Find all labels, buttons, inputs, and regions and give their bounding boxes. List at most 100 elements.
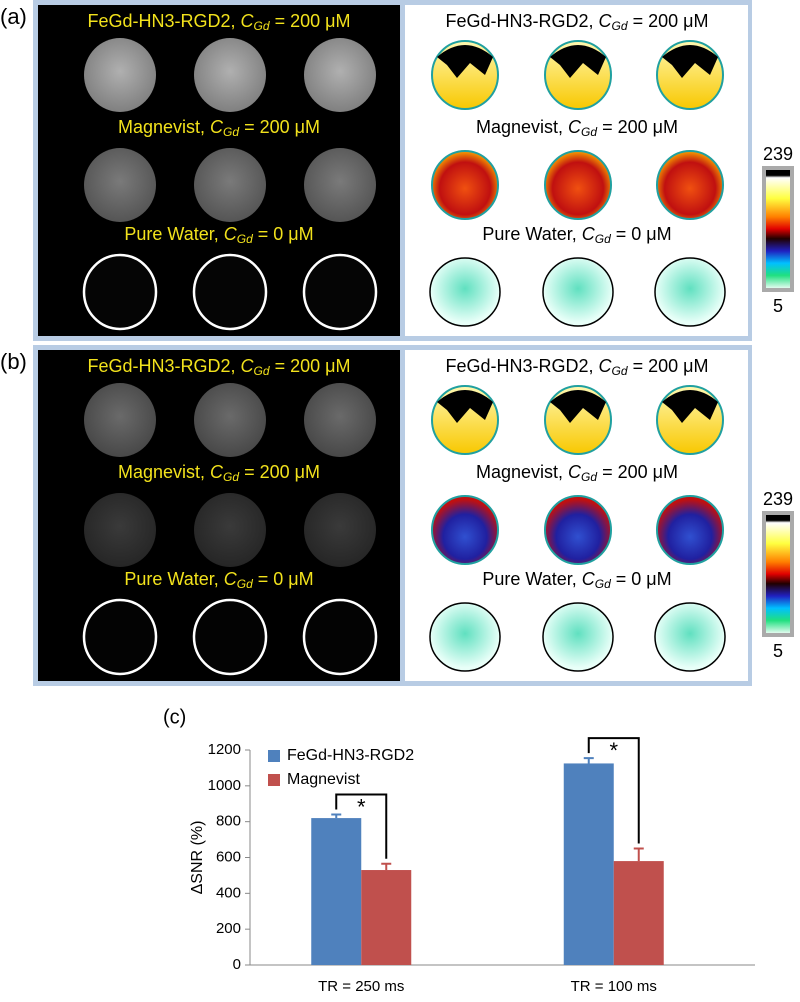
label-prefix: Pure Water,	[124, 224, 223, 244]
symbol: C	[582, 569, 596, 589]
left-sample	[194, 38, 266, 112]
colorbar-min: 5	[773, 641, 783, 661]
row-label: Pure Water, CGd = 0 μM	[482, 224, 671, 246]
dark-region	[437, 45, 493, 78]
left-sample	[194, 148, 266, 222]
label-prefix: Magnevist,	[118, 462, 210, 482]
y-tick-label: 800	[216, 813, 241, 830]
left-sample	[192, 253, 268, 331]
label-prefix: Pure Water,	[482, 569, 581, 589]
dark-region	[662, 45, 718, 78]
row-label: Magnevist, CGd = 200 μM	[476, 462, 678, 484]
panel-label: (c)	[163, 706, 186, 728]
significance-mark: *	[357, 794, 366, 819]
left-sample	[304, 148, 376, 222]
right-sample	[542, 602, 614, 672]
left-sample	[194, 493, 266, 567]
right-sample	[656, 495, 724, 565]
label-suffix: = 200 μM	[628, 356, 709, 376]
legend-label: FeGd-HN3-RGD2	[287, 747, 414, 764]
error-bar	[583, 757, 594, 764]
symbol: C	[241, 356, 255, 376]
row-label: FeGd-HN3-RGD2, CGd = 200 μM	[88, 356, 351, 378]
subscript: Gd	[237, 577, 253, 591]
symbol: C	[210, 117, 224, 137]
y-axis-label: ΔSNR (%)	[189, 821, 206, 895]
symbol: C	[599, 356, 613, 376]
subscript: Gd	[237, 232, 253, 246]
error-bar	[331, 813, 342, 819]
left-sample	[84, 383, 156, 457]
label-suffix: = 200 μM	[597, 117, 678, 137]
right-sample	[656, 150, 724, 220]
left-sample	[84, 148, 156, 222]
subscript: Gd	[595, 232, 611, 246]
left-sample	[82, 253, 158, 331]
label-prefix: Pure Water,	[482, 224, 581, 244]
subscript: Gd	[612, 364, 628, 378]
label-suffix: = 200 μM	[628, 11, 709, 31]
y-tick-label: 0	[233, 956, 241, 973]
row-label: Magnevist, CGd = 200 μM	[476, 117, 678, 139]
right-sample	[431, 150, 499, 220]
subscript: Gd	[581, 125, 597, 139]
left-sample	[84, 38, 156, 112]
label-suffix: = 200 μM	[597, 462, 678, 482]
symbol: C	[599, 11, 613, 31]
bar	[613, 861, 664, 965]
x-tick-label: TR = 100 ms	[571, 978, 657, 995]
right-sample	[429, 602, 501, 672]
legend-label: Magnevist	[287, 771, 360, 788]
label-suffix: = 0 μM	[611, 569, 672, 589]
legend-swatch	[268, 774, 280, 786]
label-suffix: = 0 μM	[611, 224, 672, 244]
left-sample	[82, 598, 158, 676]
label-suffix: = 200 μM	[239, 117, 320, 137]
subscript: Gd	[223, 125, 239, 139]
symbol: C	[568, 117, 582, 137]
row-label: Magnevist, CGd = 200 μM	[118, 117, 320, 139]
left-sample	[192, 598, 268, 676]
symbol: C	[224, 569, 238, 589]
row-label: FeGd-HN3-RGD2, CGd = 200 μM	[88, 11, 351, 33]
colorbar	[762, 511, 794, 637]
right-sample	[429, 257, 501, 327]
label-prefix: Magnevist,	[476, 462, 568, 482]
panel-label: (b)	[0, 349, 27, 374]
label-prefix: Magnevist,	[476, 117, 568, 137]
label-suffix: = 200 μM	[270, 356, 351, 376]
significance-bracket	[587, 737, 640, 844]
subscript: Gd	[223, 470, 239, 484]
right-sample	[542, 257, 614, 327]
subscript: Gd	[581, 470, 597, 484]
right-sample	[431, 495, 499, 565]
left-sample	[84, 493, 156, 567]
panel-label: (a)	[0, 4, 27, 29]
left-sample	[304, 38, 376, 112]
row-label: FeGd-HN3-RGD2, CGd = 200 μM	[446, 11, 709, 33]
y-tick-label: 400	[216, 884, 241, 901]
right-sample	[544, 150, 612, 220]
bar	[361, 870, 412, 965]
left-sample	[302, 253, 378, 331]
subscript: Gd	[612, 19, 628, 33]
significance-bracket	[335, 793, 388, 859]
bar	[311, 818, 362, 965]
right-sample	[654, 257, 726, 327]
label-prefix: FeGd-HN3-RGD2,	[446, 356, 599, 376]
subscript: Gd	[254, 19, 270, 33]
y-tick-label: 1200	[208, 741, 241, 758]
x-tick-label: TR = 250 ms	[318, 978, 404, 995]
row-label: Pure Water, CGd = 0 μM	[482, 569, 671, 591]
right-sample	[544, 495, 612, 565]
subscript: Gd	[595, 577, 611, 591]
symbol: C	[568, 462, 582, 482]
dark-region	[550, 390, 606, 423]
row-label: Magnevist, CGd = 200 μM	[118, 462, 320, 484]
colorbar	[762, 166, 794, 292]
error-bar	[633, 847, 644, 862]
row-label: Pure Water, CGd = 0 μM	[124, 569, 313, 591]
row-label: FeGd-HN3-RGD2, CGd = 200 μM	[446, 356, 709, 378]
symbol: C	[241, 11, 255, 31]
